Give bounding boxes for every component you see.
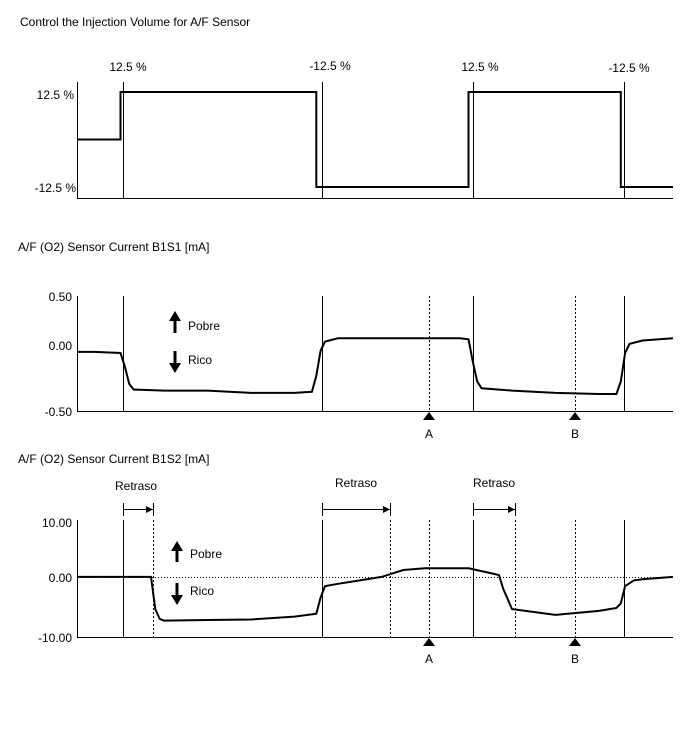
panel1-step-label-1: 12.5 % <box>109 60 147 74</box>
panel2-title: A/F (O2) Sensor Current B1S1 [mA] <box>18 240 209 254</box>
panel2-marker-b-label: B <box>571 427 579 441</box>
panel3-marker-b-triangle <box>569 638 581 646</box>
panel3-marker-a-triangle <box>423 638 435 646</box>
panel3-ytick-mid: 0.00 <box>49 571 73 585</box>
panel3-delay-brackets <box>123 503 516 516</box>
panel3-marker-a-label: A <box>425 652 433 666</box>
panel1-ytick-bottom: -12.5 % <box>35 181 77 195</box>
panel1-title: Control the Injection Volume for A/F Sen… <box>20 15 250 29</box>
panel1-axes <box>77 82 673 199</box>
panel3-ytick-bottom: -10.00 <box>38 631 72 645</box>
panel2-marker-b-triangle <box>569 412 581 420</box>
panel3-marker-b-label: B <box>571 652 579 666</box>
panel3-axes <box>77 520 673 638</box>
panel2-legend-up-label: Pobre <box>188 319 220 333</box>
panel2-legend-down-label: Rico <box>188 353 212 367</box>
panel1-step-label-2: -12.5 % <box>309 59 351 73</box>
panel2-legend-down-arrow <box>169 351 181 373</box>
panel2-marker-a-label: A <box>425 427 433 441</box>
panel3-delay-label-1: Retraso <box>115 479 157 493</box>
panel3-legend-up-label: Pobre <box>190 547 222 561</box>
panel2-axes <box>77 296 673 412</box>
panel3-legend-down-arrow <box>171 583 183 605</box>
panel3-legend-up-arrow <box>171 541 183 562</box>
panel2-ytick-top: 0.50 <box>49 290 73 304</box>
panel1-series-line <box>77 91 673 188</box>
panel2-legend-up-arrow <box>169 311 181 333</box>
panel3-legend-down-label: Rico <box>190 584 214 598</box>
panel3-series-line <box>77 567 674 622</box>
panel3-title: A/F (O2) Sensor Current B1S2 [mA] <box>18 452 209 466</box>
panel3-delay-label-2: Retraso <box>335 476 377 490</box>
panel2-marker-a-triangle <box>423 412 435 420</box>
panel3-delay-label-3: Retraso <box>473 476 515 490</box>
panel3-ytick-top: 10.00 <box>42 516 72 530</box>
panel1-step-label-3: 12.5 % <box>461 60 499 74</box>
panel1-ytick-top: 12.5 % <box>37 88 75 102</box>
panel2-ytick-mid: 0.00 <box>49 339 73 353</box>
panel2-series-line <box>77 337 674 395</box>
panel3-delay-arrowheads <box>146 506 515 513</box>
panel2-ytick-bottom: -0.50 <box>45 405 73 419</box>
panel1-step-label-4: -12.5 % <box>608 61 650 75</box>
